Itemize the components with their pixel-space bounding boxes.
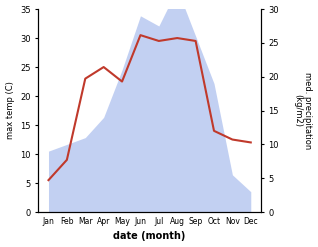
X-axis label: date (month): date (month) xyxy=(114,231,186,242)
Y-axis label: max temp (C): max temp (C) xyxy=(5,82,15,140)
Y-axis label: med. precipitation
(kg/m2): med. precipitation (kg/m2) xyxy=(293,72,313,149)
